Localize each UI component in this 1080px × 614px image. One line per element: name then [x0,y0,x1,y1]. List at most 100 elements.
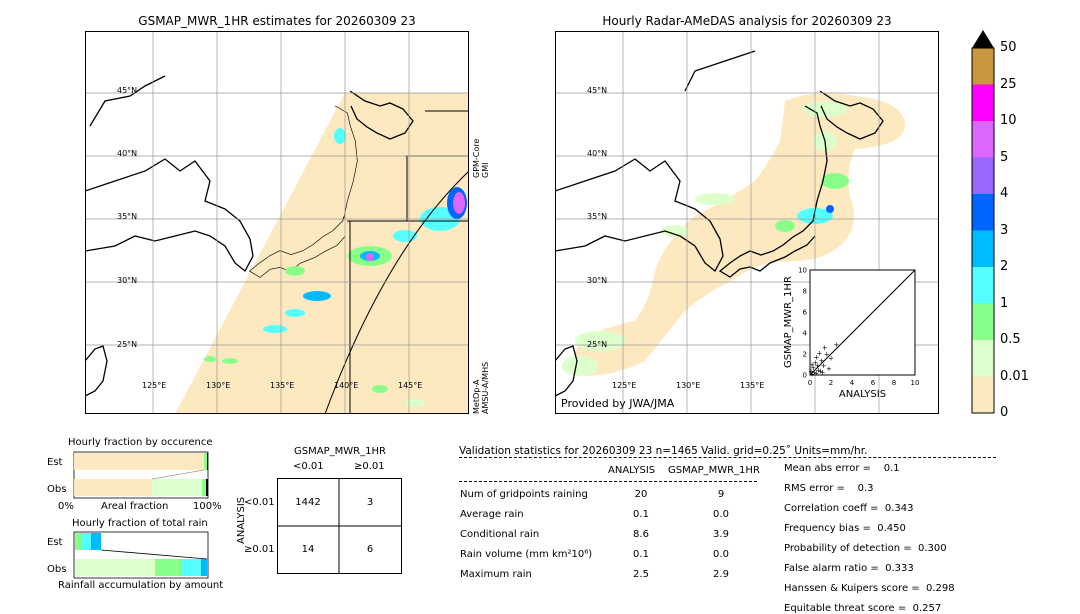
validation-row-label: Rain volume (mm km²10⁶) [460,549,593,560]
scatter-y-tick: 6 [803,309,808,317]
scatter-point: + [833,341,839,349]
validation-row-analysis: 8.6 [633,529,649,540]
scatter-x-tick: 10 [911,379,920,387]
occurrence-title: Hourly fraction by occurence [68,437,213,448]
left-map [85,31,469,414]
colorbar-label: 10 [1000,113,1017,128]
left-lon-label: 140°E [334,381,359,390]
colorbar-segment [972,340,994,377]
contingency-cell: 14 [301,544,315,555]
left-rain-blobs [204,128,467,407]
validation-score: Equitable threat score = 0.257 [784,603,942,614]
scatter-x-tick: 8 [892,379,896,387]
contingency-row-1: ≥0.01 [244,544,275,555]
scatter-point: + [812,359,818,367]
scatter-x-tick: 4 [850,379,855,387]
occ-x-0: 0% [58,501,74,512]
scatter-point: + [818,367,824,375]
validation-row-analysis: 0.1 [633,549,649,560]
left-sensor-bottom-label: MetOp-A AMSU-A/MHS [472,361,490,414]
validation-row-label: Maximum rain [460,569,532,580]
contingency-grid [277,478,402,574]
validation-score: False alarm ratio = 0.333 [784,563,914,574]
scatter-y-ticks: 0 2 4 6 8 10 [798,267,807,380]
scatter-y-tick: 10 [798,267,807,275]
tot-label-obs: Obs [47,564,67,575]
left-map-title: GSMAP_MWR_1HR estimates for 20260309 23 [138,14,416,28]
colorbar-label: 0.01 [1000,368,1029,384]
validation-row-gsmap: 3.9 [713,529,729,540]
totalrain-title: Hourly fraction of total rain [72,518,208,529]
right-lat-label: 25°N [587,340,608,349]
right-coverage [573,93,905,376]
validation-row-label: Average rain [460,509,524,520]
colorbar-label: 0 [1000,405,1009,420]
scatter-point: + [813,354,819,362]
left-lat-label: 30°N [117,276,138,285]
colorbar-segment [972,303,994,341]
validation-score: Hanssen & Kuipers score = 0.298 [784,583,955,594]
colorbar-label: 4 [1000,186,1009,201]
scatter-point: + [808,367,814,375]
left-lon-label: 135°E [270,381,295,390]
validation-row-label: Conditional rain [460,529,540,540]
validation-row-analysis: 20 [634,489,648,500]
scatter-point: + [809,361,815,369]
scatter-x-tick: 6 [871,379,876,387]
scatter-point: + [810,364,816,372]
contingency-col-0: <0.01 [293,461,324,472]
contingency-col-1: ≥0.01 [354,461,385,472]
right-rain-blobs [562,101,849,376]
right-map-credit: Provided by JWA/JMA [561,397,675,410]
occ-obs-bar [74,479,152,496]
scatter-point: + [822,344,828,352]
right-lon-label: 135°E [740,381,765,390]
right-map-title: Hourly Radar-AMeDAS analysis for 2026030… [602,14,892,28]
contingency-row-0: <0.01 [244,497,275,508]
left-lon-label: 145°E [398,381,423,390]
scatter-point: + [817,349,823,357]
scatter-points: +++++++++++++++ +++++ [808,341,839,378]
validation-row-gsmap: 9 [717,489,725,500]
scatter-point: + [820,368,826,376]
scatter-point: + [824,351,830,359]
contingency-cell: 1442 [295,497,321,508]
right-map [555,31,939,414]
right-lat-label: 30°N [587,276,608,285]
left-lon-label: 130°E [206,381,231,390]
left-lat-label: 35°N [117,212,138,221]
right-lat-label: 40°N [587,149,608,158]
left-sensor-top-label: GPM-Core GMI [472,138,490,178]
colorbar-segment [972,84,994,122]
validation-row-gsmap: 2.9 [713,569,729,580]
right-lon-label: 130°E [676,381,701,390]
validation-score: Probability of detection = 0.300 [784,543,947,554]
left-lon-label: 125°E [142,381,167,390]
scatter-point: + [826,365,832,373]
scatter-point: + [811,368,817,376]
validation-score: Correlation coeff = 0.343 [784,503,914,514]
validation-score: Mean abs error = 0.1 [784,463,900,474]
left-lat-label: 25°N [117,340,138,349]
scatter-x-ticks: 0 2 4 6 8 10 [808,379,920,387]
scatter-x-tick: 2 [829,379,833,387]
validation-row-gsmap: 0.0 [713,509,729,520]
scatter-point: + [815,366,821,374]
tot-label-est: Est [47,537,63,548]
validation-score: RMS error = 0.3 [784,483,874,494]
colorbar [971,30,995,414]
contingency-cell: 6 [366,544,374,555]
right-lon-label: 125°E [612,381,637,390]
validation-subdivider [459,481,757,482]
validation-header: Validation statistics for 20260309 23 n=… [459,445,868,457]
totalrain-bars [73,531,209,579]
occ-x-mid: Areal fraction [101,501,169,512]
colorbar-label: 2 [1000,259,1009,274]
validation-col-analysis: ANALYSIS [608,465,656,476]
colorbar-label: 25 [1000,76,1017,92]
left-lat-label: 40°N [117,149,138,158]
scatter-x-tick: 0 [808,379,812,387]
colorbar-segment [972,48,994,85]
occ-est-bar [74,453,204,470]
scatter-point: + [809,370,815,378]
